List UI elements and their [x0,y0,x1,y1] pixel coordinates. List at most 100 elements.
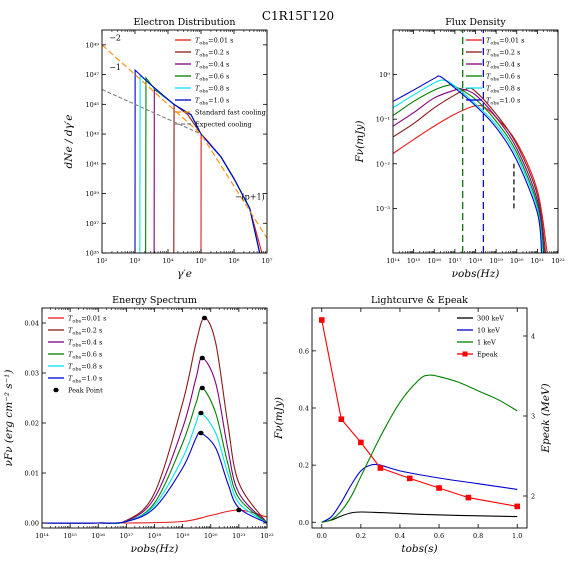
electron-y-tick-label: 10³⁷ [86,220,100,228]
electron-x-tick-label: 10⁵ [196,257,207,265]
flux-x-tick-label: 10²² [551,257,565,265]
lightcurve-y-tick-label: 0.6 [299,347,309,355]
lightcurve-series-marker [436,485,442,491]
flux-series-line [393,87,545,253]
lightcurve-series-marker [406,475,413,482]
flux-y-tick-label: 10⁻² [376,160,391,168]
lightcurve-series-marker [338,416,345,422]
electron-legend-label: Tobs=0.2 s [195,49,229,59]
energy-series-line [42,509,267,524]
energy-y-tick-label: 0.01 [25,470,39,478]
panel-flux-density: Flux Density 10¹⁴ 10¹⁵ 10¹⁶ 10¹⁷ 10¹⁸ 10¹⁹ 10²⁰… [354,17,565,280]
electron-legend-label: Tobs=0.8 s [195,85,229,95]
energy-peak-point [198,430,204,436]
energy-legend-label: Tobs=0.01 s [68,315,106,325]
energy-x-tick-label: 10¹⁹ [176,532,190,540]
flux-x-tick-label: 10²¹ [531,257,545,265]
lightcurve-series-marker [377,465,384,471]
energy-x-tick-label: 10¹⁸ [148,532,162,540]
electron-frame [101,29,268,254]
energy-x-tick-label: 10²² [260,532,274,540]
energy-legend-label: Tobs=0.6 s [68,351,102,361]
energy-peak-point [199,355,205,361]
lightcurve-legend-label: 300 keV [477,315,504,323]
electron-y-tick-label: 10⁴¹ [86,160,100,168]
lightcurve-y-tick-label: 0.4 [299,405,309,413]
panel-lightcurve: Lightcurve & Epeak 0.0 0.2 0.4 0.6 0.8 1.0 0.0 0… [273,295,552,555]
lightcurve-legend-label: 1 keV [477,339,496,347]
energy-legend-label: Tobs=1.0 s [68,375,102,385]
energy-xlabel: νobs(Hz) [131,543,179,555]
energy-peak-point [199,385,205,391]
energy-peak-point [201,315,208,321]
electron-legend-label: Expected cooling [195,121,252,129]
lightcurve-ylabel-right: Epeak (MeV) [540,383,552,453]
flux-series-line [393,104,548,253]
panel-electron-distribution: Electron Distribution −2 −1 −(p+1) 10² 10³ 10⁴… [63,17,273,280]
flux-y-tick-label: 10⁰ [379,71,390,79]
electron-x-tick-label: 10² [97,257,108,265]
electron-y-tick-label: 10⁴⁵ [86,101,100,109]
electron-y-tick-label: 10⁴⁷ [86,71,100,79]
flux-y-tick-label: 10⁻³ [376,205,391,213]
lightcurve-x-tick-label: 1.0 [512,532,522,540]
energy-legend-label: Tobs=0.8 s [68,363,102,373]
electron-y-tick-label: 10⁴⁹ [86,41,100,49]
energy-x-tick-label: 10²⁰ [204,532,218,540]
lightcurve-series-line [321,319,518,507]
lightcurve-y-tick-label: 0.0 [299,519,309,527]
electron-annotation: −(p+1) [235,192,265,201]
lightcurve-x-tick-label: 0.2 [356,532,366,540]
flux-x-tick-label: 10¹⁴ [386,257,400,265]
flux-legend-label: Tobs=0.6 s [486,73,520,83]
energy-x-tick-label: 10²¹ [232,532,246,540]
lightcurve-y2-tick-label: 4 [531,333,535,341]
energy-peak-point [198,410,204,416]
electron-y-tick-label: 10⁴³ [86,131,100,139]
energy-series-line [42,431,267,524]
lightcurve-frame [311,307,528,529]
electron-legend-label: Tobs=0.01 s [195,37,233,47]
flux-series-line [393,75,543,253]
energy-y-tick-label: 0.03 [25,370,39,378]
energy-series-group [42,317,267,525]
figure-title: C1R15Γ120 [262,9,334,23]
energy-x-tick-label: 10¹⁶ [92,532,106,540]
flux-legend-label: Tobs=0.2 s [486,49,520,59]
energy-frame [41,307,268,529]
lightcurve-series-line [321,463,518,523]
flux-x-tick-label: 10¹⁵ [407,257,421,265]
electron-y-tick-label: 10³⁵ [86,250,100,258]
lightcurve-x-tick-label: 0.6 [434,532,444,540]
electron-x-tick-label: 10⁶ [229,257,240,265]
electron-title: Electron Distribution [134,17,236,28]
electron-xlabel: γ′e [177,268,192,280]
electron-legend-label: Tobs=0.4 s [195,61,229,71]
energy-x-tick-label: 10¹⁵ [63,532,77,540]
flux-title: Flux Density [445,17,506,28]
energy-peak-point [236,507,242,513]
lightcurve-series-marker [358,439,364,446]
energy-series-line [42,387,267,524]
lightcurve-x-tick-label: 0.8 [473,532,483,540]
lightcurve-title: Lightcurve & Epeak [371,295,468,306]
lightcurve-series-marker [465,494,472,501]
flux-x-tick-label: 10¹⁶ [428,257,442,265]
flux-legend-label: Tobs=1.0 s [486,97,520,107]
lightcurve-y2-tick-label: 3 [531,413,535,421]
lightcurve-series-marker [514,503,521,510]
electron-annotation: −1 [109,63,121,72]
lightcurve-y-tick-label: 0.2 [299,462,309,470]
electron-annotation: −2 [109,33,121,42]
electron-legend-label: Tobs=0.6 s [195,73,229,83]
energy-y-tick-label: 0.02 [25,420,39,428]
lightcurve-series-line [321,511,518,523]
flux-xlabel: νobs(Hz) [452,268,500,280]
lightcurve-xlabel: tobs(s) [401,543,437,555]
flux-ylabel: Fν(mJy) [354,121,366,164]
energy-x-tick-label: 10¹⁴ [35,532,49,540]
lightcurve-ylabel: Fν(mJy) [273,397,285,440]
energy-y-tick-label: 0.04 [25,320,39,328]
flux-x-tick-label: 10¹⁸ [469,257,483,265]
